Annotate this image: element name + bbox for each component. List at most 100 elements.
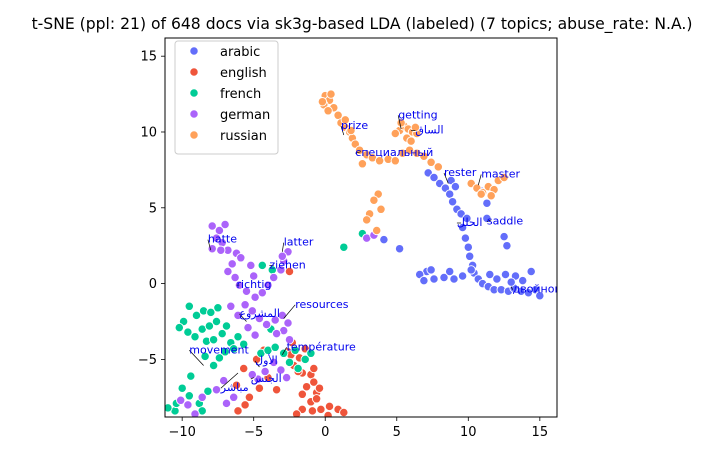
data-point-german [216, 245, 226, 255]
data-point-russian [372, 225, 382, 236]
data-point-russian [326, 89, 336, 99]
data-point-english [239, 363, 249, 374]
data-point-russian [376, 204, 386, 214]
y-tick-label: 5 [149, 201, 157, 216]
data-point-english [254, 383, 265, 393]
data-point-german [221, 398, 232, 409]
data-point-german [197, 392, 207, 402]
data-point-arabic [429, 172, 439, 183]
data-point-french [165, 403, 173, 413]
annotation-arrow [220, 372, 239, 389]
annotation-label: двойной [513, 283, 562, 296]
data-point-french [293, 363, 303, 374]
data-point-arabic [445, 189, 455, 199]
data-point-french [183, 327, 193, 337]
points-layer [165, 89, 545, 417]
chart-title: t-SNE (ppl: 21) of 648 docs via sk3g-bas… [32, 15, 693, 34]
annotation-label: المشروع [239, 307, 280, 320]
data-point-russian [426, 157, 436, 167]
data-point-german [269, 272, 279, 283]
data-point-english [301, 382, 312, 392]
data-point-arabic [518, 275, 528, 286]
x-tick-label: 10 [460, 425, 477, 440]
data-point-russian [476, 189, 486, 199]
data-point-french [217, 328, 227, 339]
data-point-german [207, 221, 217, 231]
data-point-german [269, 357, 279, 368]
data-point-german [271, 328, 282, 339]
data-point-french [220, 347, 230, 357]
data-point-french [191, 310, 202, 321]
data-point-french [279, 348, 289, 358]
data-point-french [239, 339, 249, 349]
data-point-german [241, 286, 252, 296]
data-point-german [247, 306, 257, 316]
data-point-arabic [457, 271, 468, 281]
data-point-english [233, 406, 243, 416]
data-point-arabic [463, 242, 473, 252]
data-point-german [281, 372, 292, 383]
annotation-label: prize [341, 119, 368, 132]
data-point-russian [369, 195, 379, 205]
data-point-arabic [447, 197, 458, 207]
annotation-label: специальный [355, 146, 433, 159]
annotation-arrow [397, 115, 402, 130]
data-point-russian [317, 97, 328, 107]
data-point-english [307, 406, 318, 416]
data-point-german [277, 251, 287, 261]
annotations-layer: getting prize الساق специальный rester master… [189, 108, 562, 394]
annotation-label: latter [284, 236, 314, 249]
annotation-arrow [340, 125, 345, 136]
data-point-german [219, 375, 229, 386]
legend-label-arabic: arabic [220, 45, 260, 60]
annotation-arrow [207, 239, 212, 251]
data-point-russian [406, 136, 416, 146]
data-point-french [233, 332, 243, 342]
y-tick-label: 10 [140, 125, 157, 140]
data-point-french [204, 321, 215, 331]
data-point-arabic [379, 234, 389, 245]
data-point-french [257, 260, 267, 271]
annotation-label: الحلل [457, 216, 482, 229]
data-point-english [291, 409, 302, 417]
data-point-german [276, 265, 286, 275]
data-point-english [244, 392, 255, 402]
legend-label-german: german [220, 108, 270, 123]
data-point-german [183, 400, 193, 410]
data-point-english [311, 394, 322, 404]
data-point-russian [323, 106, 333, 116]
y-axis: −5 0 5 10 15 [138, 50, 165, 368]
data-point-arabic [394, 244, 405, 254]
annotation-label: ziehen [269, 258, 305, 271]
annotation-arrow [486, 219, 492, 222]
data-point-russian [499, 172, 509, 183]
data-point-russian [433, 162, 443, 172]
data-point-german [243, 322, 253, 333]
annotation-arrow [189, 350, 204, 366]
data-point-english [231, 380, 242, 390]
data-point-arabic [426, 265, 436, 275]
annotation-arrow [281, 242, 285, 252]
data-point-german [176, 395, 186, 405]
annotation-label: الجنس [251, 372, 282, 385]
data-point-french [211, 316, 222, 327]
data-point-german [236, 253, 246, 263]
data-point-arabic [500, 269, 511, 280]
data-point-french [208, 360, 219, 371]
data-point-english [284, 266, 295, 277]
data-point-english [339, 407, 349, 417]
legend-label-french: french [220, 87, 261, 102]
annotation-label: getting [398, 108, 437, 121]
data-point-arabic [485, 269, 495, 280]
data-point-arabic [482, 198, 492, 208]
annotation-label: richtig [237, 278, 272, 291]
legend: arabic english french german russian [174, 40, 279, 155]
data-point-french [214, 353, 225, 363]
data-point-german [254, 313, 265, 324]
data-point-german [211, 385, 222, 395]
data-point-german [226, 301, 236, 311]
data-point-french [270, 342, 280, 352]
data-point-arabic [449, 274, 459, 284]
data-point-french [221, 321, 232, 331]
